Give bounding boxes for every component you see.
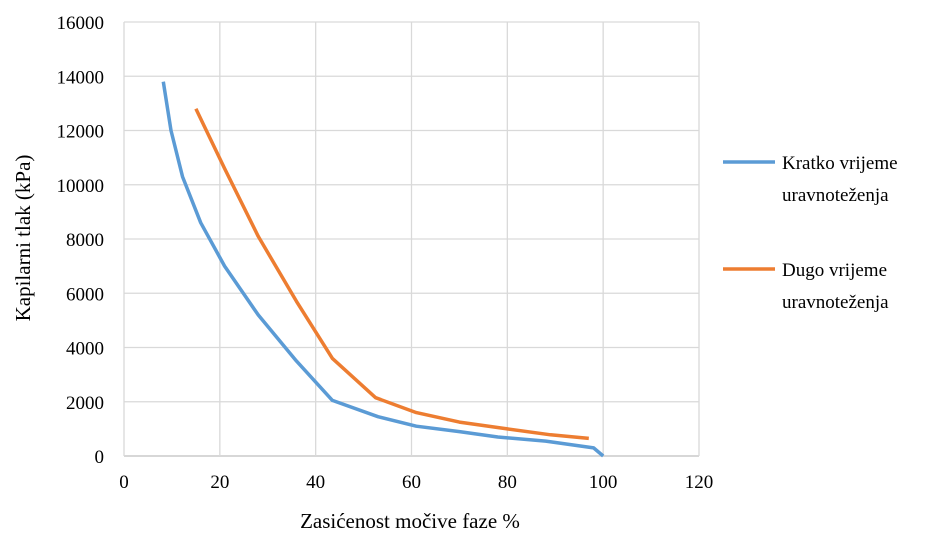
legend-label-dugo-line2: uravnoteženja [782, 292, 889, 313]
y-tick-labels: 0 2000 4000 6000 8000 10000 12000 14000 16000 [57, 13, 105, 468]
y-tick-label: 2000 [66, 393, 104, 414]
legend-label-kratko-line1: Kratko vrijeme [782, 153, 898, 174]
y-tick-label: 12000 [57, 122, 105, 143]
y-tick-label: 16000 [57, 13, 105, 34]
x-tick-label: 80 [498, 472, 517, 493]
x-tick-label: 40 [306, 472, 325, 493]
series-line-kratko [161, 81, 605, 458]
x-tick-label: 20 [210, 472, 229, 493]
x-tick-labels: 0 20 40 60 80 100 120 [119, 472, 713, 493]
x-axis-title: Zasićenost močive faze % [300, 509, 520, 533]
legend: Kratko vrijeme uravnoteženja Dugo vrijem… [723, 153, 898, 313]
y-tick-label: 0 [95, 447, 105, 468]
gridlines [123, 21, 700, 457]
y-tick-label: 14000 [57, 67, 105, 88]
x-tick-label: 0 [119, 472, 129, 493]
x-tick-label: 120 [685, 472, 714, 493]
series-lines [161, 81, 605, 458]
y-tick-label: 8000 [66, 230, 104, 251]
x-tick-label: 60 [402, 472, 421, 493]
legend-label-dugo-line1: Dugo vrijeme [782, 260, 887, 281]
series-line-dugo [194, 108, 589, 441]
y-axis-title: Kapilarni tlak (kPa) [11, 155, 35, 322]
y-tick-label: 10000 [57, 176, 105, 197]
legend-label-kratko-line2: uravnoteženja [782, 185, 889, 206]
x-tick-label: 100 [589, 472, 618, 493]
y-tick-label: 6000 [66, 284, 104, 305]
y-tick-label: 4000 [66, 339, 104, 360]
